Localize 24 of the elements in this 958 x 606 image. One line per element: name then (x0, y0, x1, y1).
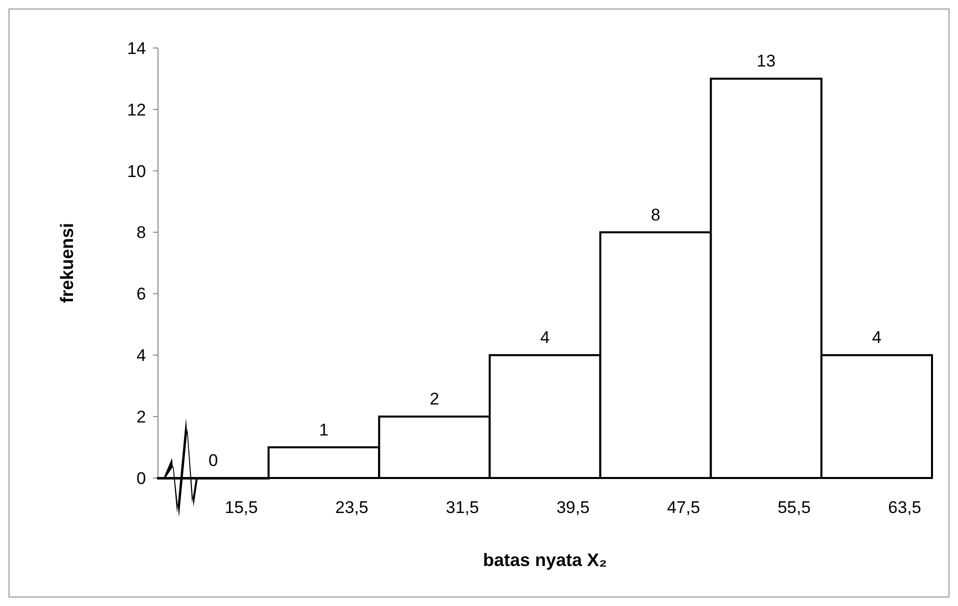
y-tick-label: 0 (136, 468, 146, 488)
x-tick-label: 31,5 (446, 498, 479, 517)
y-tick-label: 8 (136, 223, 146, 242)
y-tick-label: 6 (136, 284, 146, 304)
x-tick-label: 23,5 (335, 498, 368, 517)
data-label: 8 (650, 205, 660, 224)
y-tick-label: 2 (136, 408, 146, 427)
x-tick-label: 39,5 (556, 498, 590, 517)
x-axis-title: batas nyata X₂ (482, 550, 608, 570)
data-label: 0 (208, 451, 218, 470)
x-tick-label: 63,5 (888, 498, 922, 517)
data-label: 13 (756, 52, 776, 71)
data-label: 4 (872, 328, 882, 348)
x-tick-label: 15,5 (224, 498, 258, 517)
y-tick-label: 4 (136, 346, 146, 366)
y-tick-label: 12 (127, 100, 146, 120)
data-label: 2 (430, 390, 440, 409)
data-label: 1 (319, 420, 329, 440)
data-label: 4 (540, 328, 550, 348)
x-tick-label: 47,5 (667, 498, 700, 517)
y-tick-label: 14 (127, 38, 146, 58)
y-tick-label: 10 (127, 162, 146, 181)
y-axis-title: frekuensi (57, 222, 77, 304)
x-tick-label: 55,5 (778, 498, 811, 517)
